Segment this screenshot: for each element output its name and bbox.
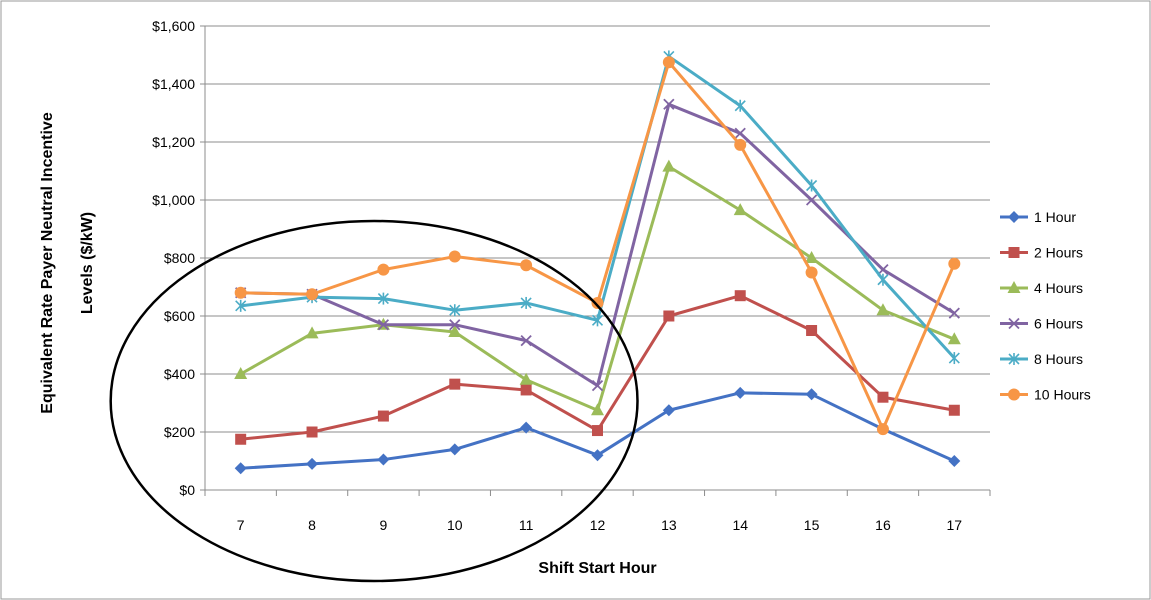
x-tick-label: 7 (237, 517, 245, 533)
data-point (877, 392, 888, 403)
y-tick-label: $600 (164, 308, 195, 324)
y-tick-label: $1,400 (152, 76, 195, 92)
legend-label: 1 Hour (1034, 209, 1076, 225)
y-axis-title-line-1: Equivalent Rate Payer Neutral Incentive (39, 112, 56, 414)
data-point (877, 423, 889, 435)
x-tick-label: 10 (447, 517, 463, 533)
data-point (235, 434, 246, 445)
legend-marker (1009, 247, 1020, 258)
data-point (663, 56, 675, 68)
x-tick-label: 13 (661, 517, 677, 533)
y-tick-label: $1,000 (152, 192, 195, 208)
data-point (306, 288, 318, 300)
data-point (806, 325, 817, 336)
legend-entry: 10 Hours (1000, 387, 1091, 403)
data-point (520, 259, 532, 271)
legend-label: 6 Hours (1034, 316, 1083, 332)
y-tick-label: $1,200 (152, 134, 195, 150)
data-point (735, 290, 746, 301)
legend-label: 10 Hours (1034, 387, 1091, 403)
x-tick-label: 15 (804, 517, 820, 533)
y-tick-label: $400 (164, 366, 195, 382)
data-point (521, 384, 532, 395)
y-tick-label: $200 (164, 424, 195, 440)
legend-label: 4 Hours (1034, 280, 1083, 296)
data-point (592, 425, 603, 436)
x-tick-label: 11 (519, 517, 534, 533)
x-tick-label: 14 (732, 517, 748, 533)
x-tick-label: 16 (875, 517, 891, 533)
data-point (235, 287, 247, 299)
legend-marker (1008, 389, 1020, 401)
data-point (806, 267, 818, 279)
y-axis-title-line-2: Levels ($/kW) (79, 212, 96, 314)
y-tick-label: $0 (179, 482, 195, 498)
data-point (449, 251, 461, 263)
y-tick-label: $1,600 (152, 18, 195, 34)
data-point (734, 139, 746, 151)
data-point (307, 427, 318, 438)
x-tick-label: 8 (308, 517, 316, 533)
legend-label: 2 Hours (1034, 245, 1083, 261)
data-point (377, 264, 389, 276)
data-point (663, 311, 674, 322)
x-tick-label: 9 (380, 517, 388, 533)
x-tick-label: 12 (590, 517, 606, 533)
data-point (949, 405, 960, 416)
y-tick-label: $800 (164, 250, 195, 266)
x-axis-title: Shift Start Hour (538, 560, 656, 577)
legend-label: 8 Hours (1034, 351, 1083, 367)
data-point (948, 258, 960, 270)
data-point (449, 379, 460, 390)
x-tick-label: 17 (947, 517, 963, 533)
data-point (378, 411, 389, 422)
